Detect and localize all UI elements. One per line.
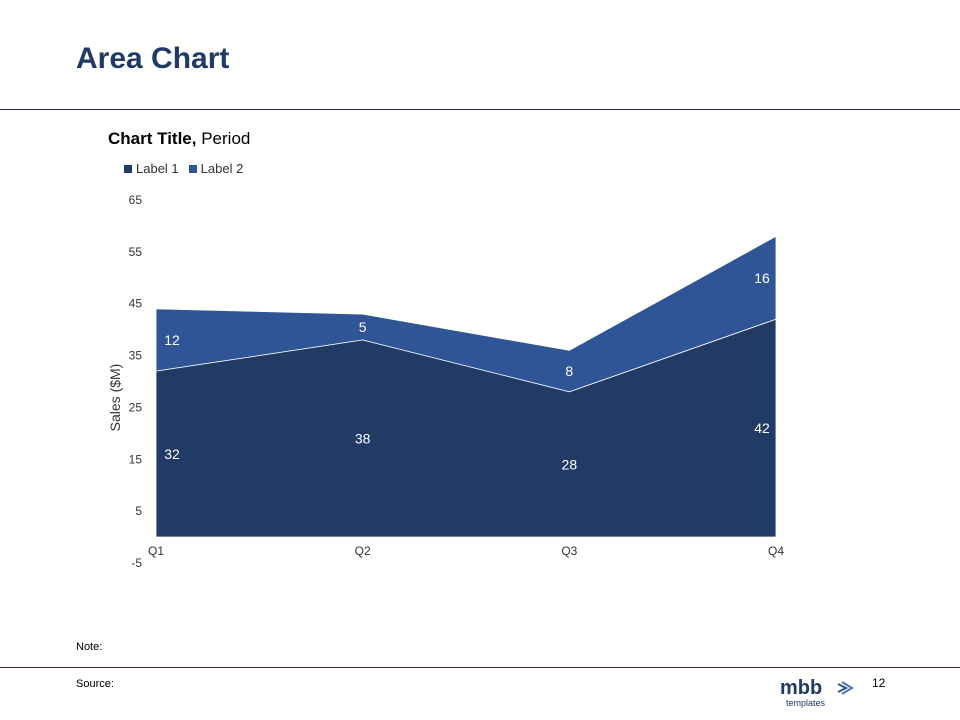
legend-text-label-1: Label 1 bbox=[136, 161, 179, 176]
x-tick-label: Q1 bbox=[148, 544, 164, 558]
y-tick-label: 45 bbox=[129, 297, 143, 311]
y-axis-title: Sales ($M) bbox=[107, 364, 123, 432]
page-number: 12 bbox=[872, 676, 886, 690]
chart-legend: Label 1 Label 2 bbox=[124, 161, 243, 176]
y-tick-label: 65 bbox=[129, 193, 143, 207]
footer-divider bbox=[0, 667, 960, 668]
data-label: 8 bbox=[565, 363, 573, 379]
data-label: 28 bbox=[562, 456, 578, 472]
legend-text-label-2: Label 2 bbox=[200, 161, 244, 176]
y-tick-label: 15 bbox=[129, 452, 143, 466]
logo-book-icon-outer bbox=[841, 681, 854, 695]
title-divider bbox=[0, 109, 960, 110]
slide-title: Area Chart bbox=[76, 42, 230, 75]
legend-swatch-label-2 bbox=[188, 164, 197, 173]
source-label: Source: bbox=[76, 678, 114, 690]
y-tick-label: 55 bbox=[129, 245, 143, 259]
x-tick-label: Q4 bbox=[768, 544, 784, 558]
logo-book-icon bbox=[837, 683, 849, 693]
y-tick-label: 35 bbox=[129, 349, 143, 363]
legend-item-label-1: Label 1 bbox=[124, 161, 179, 176]
mbb-templates-logo: mbb templates bbox=[780, 677, 854, 708]
x-tick-label: Q3 bbox=[561, 544, 577, 558]
y-tick-label: 5 bbox=[135, 504, 142, 518]
chart-title: Chart Title, Period bbox=[108, 129, 250, 149]
y-tick-label: -5 bbox=[131, 556, 142, 570]
data-label: 5 bbox=[359, 319, 367, 335]
legend-swatch-label-1 bbox=[124, 164, 132, 173]
y-tick-label: 25 bbox=[129, 400, 143, 414]
chart-title-period: Period bbox=[201, 129, 251, 148]
logo-sub-text: templates bbox=[786, 698, 826, 708]
logo-main-text: mbb bbox=[780, 677, 822, 699]
data-label: 42 bbox=[754, 420, 770, 436]
x-tick-label: Q2 bbox=[355, 544, 371, 558]
data-label: 38 bbox=[355, 431, 371, 447]
data-label: 16 bbox=[754, 270, 770, 286]
legend-item-label-2: Label 2 bbox=[188, 161, 244, 176]
chart-title-bold: Chart Title, bbox=[108, 129, 197, 148]
data-label: 12 bbox=[164, 332, 180, 348]
data-label: 32 bbox=[164, 446, 180, 462]
area-series-label-1 bbox=[155, 318, 777, 538]
note-label: Note: bbox=[76, 641, 103, 653]
